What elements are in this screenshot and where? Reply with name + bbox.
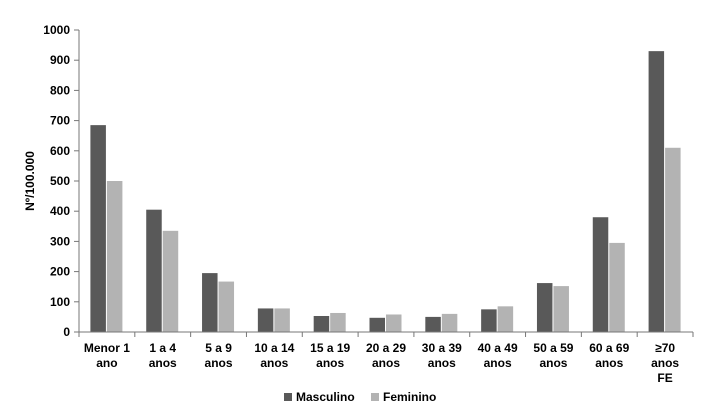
bar-feminino-7 xyxy=(497,306,514,332)
legend-swatch-masculino xyxy=(284,393,292,401)
bar-masculino-2 xyxy=(202,273,218,332)
y-tick-label: 300 xyxy=(50,234,70,248)
bar-feminino-9 xyxy=(609,242,625,332)
bar-masculino-5 xyxy=(369,317,385,332)
x-tick-label: 30 a 39 anos xyxy=(422,341,462,370)
x-tick-label: 10 a 14 anos xyxy=(254,341,294,370)
legend: Masculino Feminino xyxy=(284,390,436,404)
bar-feminino-10 xyxy=(665,147,681,332)
bar-feminino-3 xyxy=(274,308,290,332)
x-tick-label: 60 a 69 anos xyxy=(589,341,629,370)
bar-masculino-1 xyxy=(146,209,162,332)
y-tick-label: 500 xyxy=(50,174,70,188)
bar-feminino-4 xyxy=(330,312,346,332)
bar-feminino-6 xyxy=(441,313,458,332)
y-tick-label: 600 xyxy=(50,144,70,158)
y-tick-label: 900 xyxy=(50,53,70,67)
bar-feminino-5 xyxy=(386,314,402,332)
bar-feminino-1 xyxy=(162,230,179,332)
y-tick-label: 1000 xyxy=(43,23,70,37)
bar-masculino-10 xyxy=(648,51,665,332)
x-tick-label: 15 a 19 anos xyxy=(310,341,350,370)
bar-masculino-0 xyxy=(90,125,106,332)
bar-masculino-7 xyxy=(481,309,497,332)
y-axis-ticks: 0 100 200 300 400 500 600 700 800 900 1000 xyxy=(43,23,79,339)
x-axis-ticks: Menor 1 ano 1 a 4 anos 5 a 9 anos 10 a 14 anos 1… xyxy=(78,332,694,385)
bar-masculino-4 xyxy=(313,315,330,332)
x-tick-label: ≥70 anos FE xyxy=(651,341,679,385)
y-tick-label: 200 xyxy=(50,265,70,279)
bar-masculino-3 xyxy=(257,308,274,332)
x-tick-label: 40 a 49 anos xyxy=(478,341,518,370)
y-tick-label: 800 xyxy=(50,83,70,97)
y-axis-title: Nº/100.000 xyxy=(23,151,37,211)
x-tick-label: 5 a 9 anos xyxy=(205,341,233,370)
bar-masculino-6 xyxy=(425,316,441,332)
y-tick-label: 100 xyxy=(50,295,70,309)
bar-feminino-2 xyxy=(218,281,235,332)
y-tick-label: 0 xyxy=(63,325,70,339)
x-tick-label: 50 a 59 anos xyxy=(533,341,573,370)
y-tick-label: 700 xyxy=(50,114,70,128)
y-tick-label: 400 xyxy=(50,204,70,218)
x-tick-label: 1 a 4 anos xyxy=(149,341,177,370)
bars xyxy=(90,51,681,332)
legend-label-masculino: Masculino xyxy=(296,390,355,404)
bar-masculino-8 xyxy=(536,283,553,332)
bar-feminino-0 xyxy=(106,181,123,332)
x-tick-label: 20 a 29 anos xyxy=(366,341,406,370)
legend-label-feminino: Feminino xyxy=(383,390,436,404)
bar-feminino-8 xyxy=(553,286,569,332)
x-tick-label: Menor 1 ano xyxy=(84,341,130,370)
bar-masculino-9 xyxy=(592,217,609,332)
legend-swatch-feminino xyxy=(371,393,379,401)
